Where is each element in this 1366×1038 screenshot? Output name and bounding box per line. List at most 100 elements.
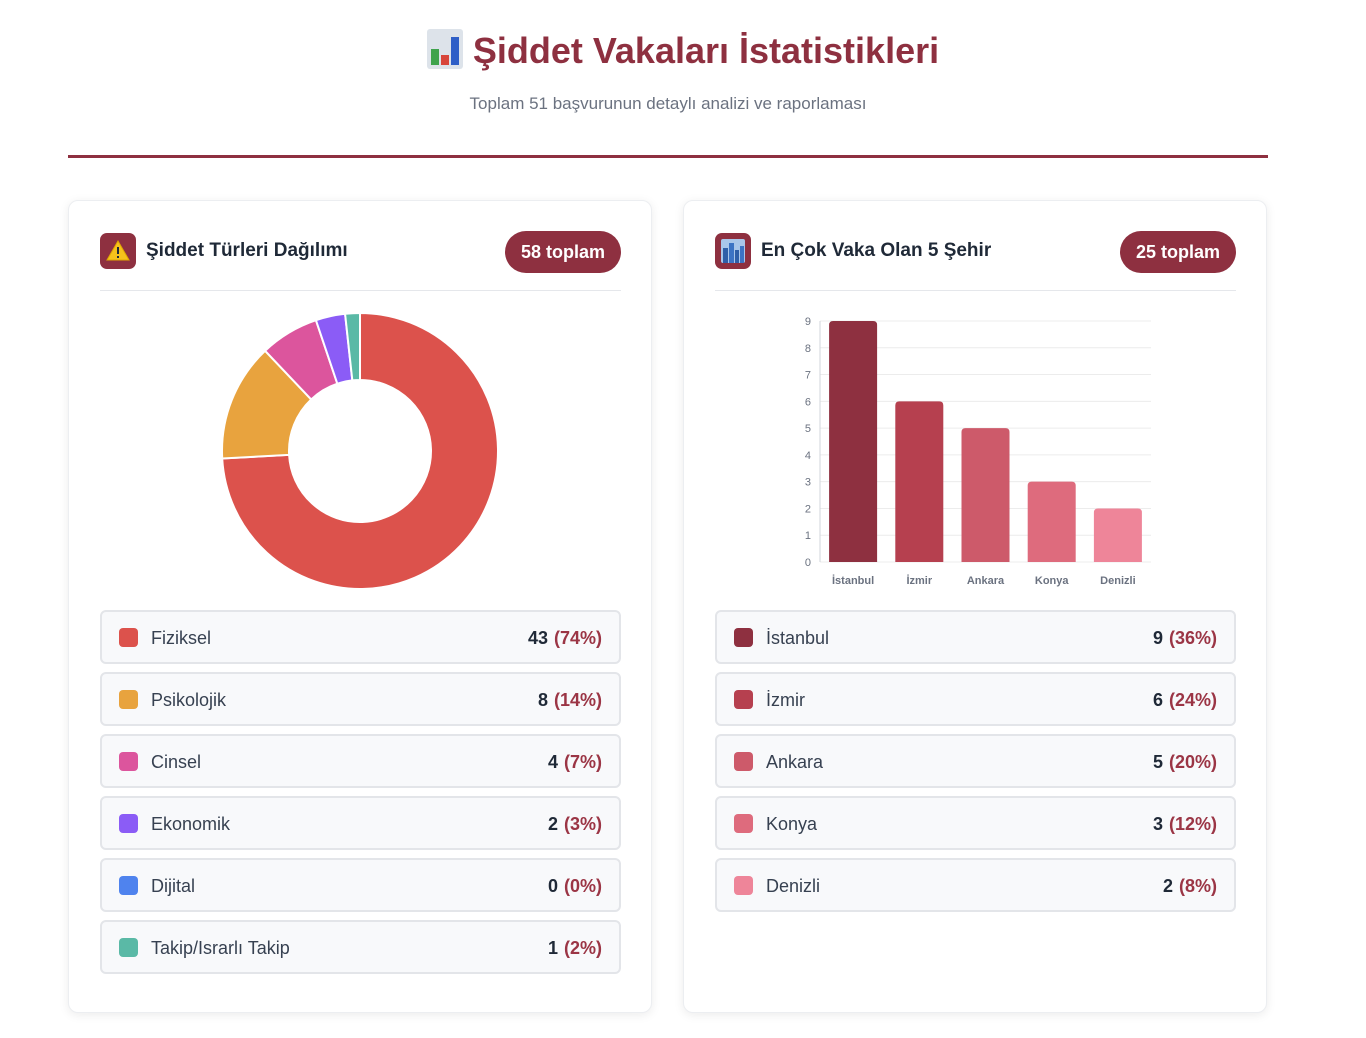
y-tick-label: 0 <box>805 557 811 569</box>
legend-swatch <box>119 814 138 833</box>
legend-swatch <box>119 690 138 709</box>
legend-item: Ekonomik 2 (3%) <box>100 796 621 850</box>
bar <box>895 401 944 562</box>
violence-types-card: Şiddet Türleri Dağılımı 58 toplam Fiziks… <box>68 200 652 1013</box>
violence-types-legend: Fiziksel 43 (74%) Psikolojik 8 (14%) Cinsel 4 (7… <box>100 610 621 982</box>
bar-chart-icon <box>426 29 463 69</box>
legend-count: 5 <box>1152 752 1163 772</box>
bar <box>1093 508 1142 562</box>
legend-item: İstanbul 9 (36%) <box>715 610 1236 664</box>
x-tick-label: Ankara <box>967 575 1005 587</box>
legend-count: 2 <box>547 814 558 834</box>
y-tick-label: 4 <box>805 450 811 462</box>
legend-label: Fiziksel <box>151 628 212 648</box>
legend-count: 0 <box>547 876 558 896</box>
legend-label: Cinsel <box>151 752 202 772</box>
legend-value: 4 (7%) <box>548 751 602 773</box>
legend-item: Takip/Israrlı Takip 1 (2%) <box>100 920 621 974</box>
y-tick-label: 6 <box>805 396 811 408</box>
y-tick-label: 3 <box>805 477 811 489</box>
legend-swatch <box>734 752 753 771</box>
legend-item: Ankara 5 (20%) <box>715 734 1236 788</box>
bar-chart: 0 1 2 3 4 5 6 7 8 9 İstanbul İzmir Ankara Konya Denizl… <box>805 316 1151 587</box>
legend-swatch <box>119 938 138 957</box>
legend-item: Dijital 0 (0%) <box>100 858 621 912</box>
legend-value: 2 (8%) <box>1163 875 1217 897</box>
legend-percent: (20%) <box>1168 752 1217 772</box>
legend-label: Ekonomik <box>151 814 231 834</box>
legend-count: 6 <box>1152 690 1163 710</box>
legend-item: Cinsel 4 (7%) <box>100 734 621 788</box>
y-tick-label: 7 <box>805 370 811 382</box>
bar <box>1027 481 1076 562</box>
legend-percent: (7%) <box>563 752 602 772</box>
legend-value: 5 (20%) <box>1153 751 1217 773</box>
bar <box>829 321 878 562</box>
city-icon <box>715 233 751 269</box>
legend-percent: (3%) <box>563 814 602 834</box>
bar-chart-area: 0 1 2 3 4 5 6 7 8 9 İstanbul İzmir Ankara Konya Denizl… <box>684 301 1268 601</box>
legend-value: 1 (2%) <box>548 937 602 959</box>
legend-swatch <box>734 876 753 895</box>
legend-label: Takip/Israrlı Takip <box>151 938 290 958</box>
legend-item: Denizli 2 (8%) <box>715 858 1236 912</box>
page-subtitle: Toplam 51 başvurunun detaylı analizi ve … <box>469 94 867 113</box>
donut-chart-area <box>69 301 653 601</box>
legend-count: 2 <box>1162 876 1173 896</box>
legend-swatch <box>119 876 138 895</box>
legend-count: 8 <box>537 690 548 710</box>
card-title: En Çok Vaka Olan 5 Şehir <box>761 240 992 261</box>
legend-count: 9 <box>1152 628 1163 648</box>
legend-label: İstanbul <box>766 628 830 648</box>
legend-value: 6 (24%) <box>1153 689 1217 711</box>
legend-label: Konya <box>766 814 818 834</box>
donut-chart <box>221 311 499 590</box>
legend-count: 4 <box>547 752 558 772</box>
legend-percent: (24%) <box>1168 690 1217 710</box>
top-cities-card: En Çok Vaka Olan 5 Şehir 25 toplam 0 1 2 3 4… <box>683 200 1267 1013</box>
y-tick-label: 2 <box>805 503 811 515</box>
top-cities-legend: İstanbul 9 (36%) İzmir 6 (24%) Ankara 5 (20%) Kon… <box>715 610 1236 920</box>
page-title-text: Şiddet Vakaları İstatistikleri <box>472 30 940 71</box>
header-divider <box>68 155 1268 158</box>
y-tick-label: 5 <box>805 423 811 435</box>
legend-value: 8 (14%) <box>538 689 602 711</box>
card-title: Şiddet Türleri Dağılımı <box>146 240 348 261</box>
warning-icon <box>100 233 136 269</box>
donut-slice <box>221 311 499 590</box>
legend-percent: (0%) <box>563 876 602 896</box>
legend-swatch <box>119 628 138 647</box>
legend-percent: (36%) <box>1168 628 1217 648</box>
legend-value: 3 (12%) <box>1153 813 1217 835</box>
x-tick-label: Konya <box>1035 575 1070 587</box>
legend-label: Denizli <box>766 876 821 896</box>
legend-percent: (8%) <box>1178 876 1217 896</box>
x-tick-label: İstanbul <box>832 574 874 587</box>
total-badge: 58 toplam <box>504 231 621 273</box>
donut-slice <box>343 311 361 382</box>
legend-swatch <box>734 628 753 647</box>
legend-count: 43 <box>527 628 548 648</box>
legend-percent: (12%) <box>1168 814 1217 834</box>
legend-percent: (2%) <box>563 938 602 958</box>
legend-label: İzmir <box>766 690 805 710</box>
legend-value: 43 (74%) <box>528 627 602 649</box>
legend-label: Dijital <box>151 876 196 896</box>
legend-count: 3 <box>1152 814 1163 834</box>
x-tick-label: Denizli <box>1100 575 1135 587</box>
legend-label: Ankara <box>766 752 824 772</box>
legend-label: Psikolojik <box>151 690 227 710</box>
y-tick-label: 9 <box>805 316 811 328</box>
legend-percent: (74%) <box>553 628 602 648</box>
legend-value: 2 (3%) <box>548 813 602 835</box>
legend-item: Psikolojik 8 (14%) <box>100 672 621 726</box>
page-title: Şiddet Vakaları İstatistikleri <box>0 28 1366 74</box>
total-badge: 25 toplam <box>1119 231 1236 273</box>
legend-percent: (14%) <box>553 690 602 710</box>
card-header: Şiddet Türleri Dağılımı 58 toplam <box>100 231 621 291</box>
y-tick-label: 8 <box>805 343 811 355</box>
legend-value: 9 (36%) <box>1153 627 1217 649</box>
y-tick-label: 1 <box>805 530 811 542</box>
legend-swatch <box>734 814 753 833</box>
card-header: En Çok Vaka Olan 5 Şehir 25 toplam <box>715 231 1236 291</box>
